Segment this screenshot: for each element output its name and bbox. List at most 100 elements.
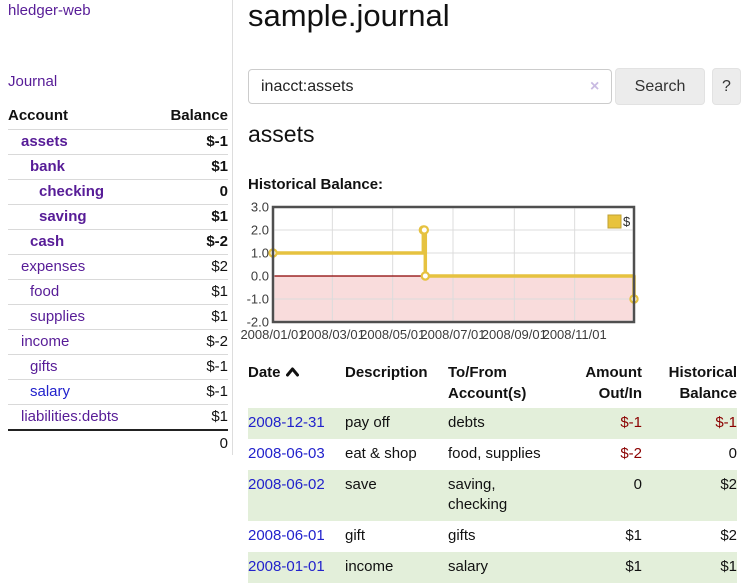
account-balance: $1 — [211, 208, 228, 225]
register-row: 2008-06-03 eat & shop food, supplies $-2 0 — [248, 439, 737, 470]
plot-border — [271, 205, 636, 324]
transaction-description: pay off — [345, 414, 390, 431]
legend-label: $ — [623, 214, 631, 229]
transaction-description: gift — [345, 527, 366, 544]
register-column-header: Description — [345, 364, 428, 381]
account-link-cash[interactable]: cash — [30, 233, 65, 250]
transaction-accounts: saving, checking — [448, 476, 508, 513]
transaction-balance: $2 — [720, 527, 737, 544]
clear-search-icon[interactable]: × — [590, 78, 600, 95]
account-row: income $-2 — [8, 329, 228, 355]
app-title-link[interactable]: hledger-web — [8, 2, 91, 19]
transaction-date-link[interactable]: 2008-06-02 — [248, 476, 325, 493]
account-link-salary[interactable]: salary — [30, 383, 71, 400]
account-table-header: Account Balance — [8, 104, 228, 130]
balance-column-header: Balance — [170, 107, 228, 124]
account-link-food[interactable]: food — [30, 283, 60, 300]
register-table: Date Description To/From Account(s) Amount … — [248, 362, 737, 583]
page-title: sample.journal — [248, 0, 450, 33]
historical-balance-chart: $3.0 2.0 1.0 0.0 -1.0 -2.0 2008/01/01 2008/03/0… — [240, 200, 742, 348]
search-input[interactable] — [248, 69, 612, 104]
transaction-date-link[interactable]: 2008-12-31 — [248, 414, 325, 431]
y-axis-tick-label: -2.0 — [247, 315, 269, 330]
x-axis-tick-label: 2008/05/01 — [360, 327, 425, 342]
help-button[interactable]: ? — [712, 68, 741, 105]
account-balance: $1 — [211, 308, 228, 325]
spacer — [8, 430, 153, 456]
account-link-income[interactable]: income — [21, 333, 70, 350]
x-axis-tick-label: 2008/09/01 — [482, 327, 547, 342]
account-row: bank $1 — [8, 154, 228, 180]
transaction-description: eat & shop — [345, 445, 417, 462]
register-column-header: Historical Balance — [668, 364, 737, 402]
register-row: 2008-01-01 income salary $1 $1 — [248, 552, 737, 583]
transaction-date-link[interactable]: 2008-01-01 — [248, 558, 325, 575]
account-row: checking 0 — [8, 179, 228, 205]
data-point-marker — [420, 271, 431, 281]
y-axis-tick-label: 2.0 — [251, 223, 269, 238]
account-balance: $2 — [211, 258, 228, 275]
transaction-date-link[interactable]: 2008-06-01 — [248, 527, 325, 544]
register-column-header[interactable]: Date — [248, 362, 345, 408]
register-header-row: Date Description To/From Account(s) Amount … — [248, 362, 737, 408]
x-axis-tick-label: 2008/03/01 — [300, 327, 365, 342]
y-axis-tick-label: 3.0 — [251, 200, 269, 215]
transaction-date-link[interactable]: 2008-06-03 — [248, 445, 325, 462]
sidebar-item-journal[interactable]: Journal — [8, 73, 58, 90]
transaction-amount: $1 — [625, 527, 642, 544]
transaction-accounts: gifts — [448, 527, 476, 544]
transaction-balance: $-1 — [715, 414, 737, 431]
search-button[interactable]: Search — [615, 68, 705, 105]
account-link-assets[interactable]: assets — [21, 133, 68, 150]
account-balance: $-1 — [206, 358, 228, 375]
transaction-balance: $1 — [720, 558, 737, 575]
account-total-balance: 0 — [219, 435, 228, 452]
register-body: 2008-12-31 pay off debts $-1 $-1 2008-06-03 ea… — [248, 408, 737, 583]
transaction-description: income — [345, 558, 394, 575]
y-axis-tick-label: 0.0 — [251, 269, 269, 284]
account-link-gifts[interactable]: gifts — [30, 358, 58, 375]
transaction-balance: $2 — [720, 476, 737, 493]
register-row: 2008-06-01 gift gifts $1 $2 — [248, 521, 737, 552]
y-axis-tick-label: 1.0 — [251, 246, 269, 261]
account-balance: $-2 — [206, 233, 228, 250]
account-balance: $1 — [211, 408, 228, 425]
transaction-balance: 0 — [728, 445, 737, 462]
transaction-amount: 0 — [633, 476, 642, 493]
account-row: liabilities:debts $1 — [8, 404, 228, 431]
transaction-amount: $-2 — [620, 445, 642, 462]
account-row: food $1 — [8, 279, 228, 305]
account-total-row: 0 — [8, 430, 228, 456]
register-column-header: To/From Account(s) — [448, 364, 527, 402]
account-row: assets $-1 — [8, 129, 228, 155]
x-axis-tick-label: 2008/01/01 — [240, 327, 305, 342]
sort-ascending-icon — [285, 362, 299, 383]
account-link-expenses[interactable]: expenses — [21, 258, 86, 275]
account-row: gifts $-1 — [8, 354, 228, 380]
account-row: supplies $1 — [8, 304, 228, 330]
account-link-saving[interactable]: saving — [39, 208, 87, 225]
account-link-bank[interactable]: bank — [30, 158, 66, 175]
account-balance: $-1 — [206, 383, 228, 400]
x-axis-tick-label: 2008/07/01 — [420, 327, 485, 342]
account-link-supplies[interactable]: supplies — [30, 308, 86, 325]
account-link-checking[interactable]: checking — [39, 183, 105, 200]
account-row: saving $1 — [8, 204, 228, 230]
x-axis-tick-label: 2008/11/01 — [543, 327, 607, 342]
transaction-accounts: food, supplies — [448, 445, 541, 462]
account-heading: assets — [248, 121, 315, 147]
account-balance: $1 — [211, 283, 228, 300]
account-row: expenses $2 — [8, 254, 228, 280]
account-column-header: Account — [8, 107, 68, 124]
legend-swatch — [607, 214, 622, 229]
account-row: cash $-2 — [8, 229, 228, 255]
account-balance: $1 — [211, 158, 228, 175]
transaction-amount: $1 — [625, 558, 642, 575]
register-row: 2008-06-02 save saving, checking 0 $2 — [248, 470, 737, 521]
register-column-header: Amount Out/In — [585, 364, 642, 402]
transaction-accounts: debts — [448, 414, 485, 431]
account-balance-table: Account Balance assets $-1 bank $1 checking 0… — [8, 104, 228, 456]
data-point-marker — [419, 225, 430, 235]
account-link-liabilities:debts[interactable]: liabilities:debts — [21, 408, 119, 425]
account-table-body: assets $-1 bank $1 checking 0 saving $1 cash $-2 e… — [8, 129, 228, 431]
